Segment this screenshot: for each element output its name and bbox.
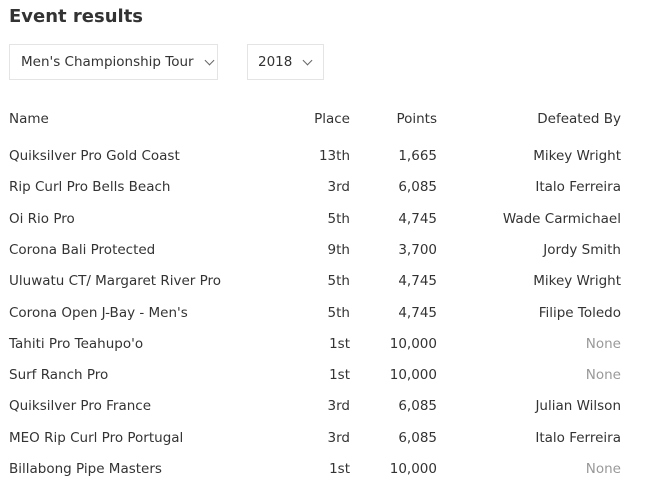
points: 4,745: [398, 273, 437, 290]
event-name: Corona Open J-Bay - Men's: [9, 304, 188, 321]
place: 3rd: [327, 398, 350, 415]
table-row: MEO Rip Curl Pro Portugal 3rd 6,085 Italo F…: [0, 430, 664, 450]
header-points[interactable]: Points: [396, 111, 437, 127]
year-value: 2018: [258, 54, 293, 70]
table-row: Surf Ranch Pro 1st 10,000 None: [0, 367, 664, 387]
table-row: Billabong Pipe Masters 1st 10,000 None: [0, 461, 664, 481]
place: 1st: [329, 367, 350, 384]
event-name: Billabong Pipe Masters: [9, 461, 162, 477]
event-name: MEO Rip Curl Pro Portugal: [9, 429, 184, 446]
points: 1,665: [398, 148, 437, 164]
place: 13th: [318, 148, 350, 164]
place: 3rd: [327, 429, 350, 446]
defeated-by: Italo Ferreira: [535, 179, 621, 196]
tour-value: Men's Championship Tour: [21, 54, 194, 70]
table-row: Tahiti Pro Teahupo'o 1st 10,000 None: [0, 336, 664, 356]
tour-dropdown[interactable]: Men's Championship Tour: [9, 44, 218, 80]
header-place[interactable]: Place: [314, 111, 350, 127]
table-row: Uluwatu CT/ Margaret River Pro 5th 4,745 Mi…: [0, 273, 664, 293]
points: 4,745: [398, 210, 437, 227]
place: 3rd: [327, 179, 350, 196]
defeated-by: Mikey Wright: [533, 148, 621, 164]
points: 6,085: [398, 179, 437, 196]
points: 3,700: [398, 241, 437, 258]
defeated-by: Mikey Wright: [533, 273, 621, 290]
year-dropdown[interactable]: 2018: [247, 44, 324, 80]
points: 10,000: [389, 367, 437, 384]
place: 1st: [329, 335, 350, 352]
event-name: Surf Ranch Pro: [9, 367, 109, 384]
table-row: Quiksilver Pro Gold Coast 13th 1,665 Mikey …: [0, 148, 664, 168]
event-name: Uluwatu CT/ Margaret River Pro: [9, 273, 222, 290]
table-row: Corona Open J-Bay - Men's 5th 4,745 Filipe …: [0, 305, 664, 325]
event-name: Rip Curl Pro Bells Beach: [9, 179, 171, 196]
place: 1st: [329, 461, 350, 477]
points: 10,000: [389, 461, 437, 477]
place: 9th: [327, 241, 350, 258]
event-name: Tahiti Pro Teahupo'o: [9, 335, 144, 352]
defeated-by: None: [585, 335, 621, 352]
table-row: Oi Rio Pro 5th 4,745 Wade Carmichael: [0, 211, 664, 231]
points: 6,085: [398, 429, 437, 446]
defeated-by: None: [585, 461, 621, 477]
points: 10,000: [389, 335, 437, 352]
table-row: Corona Bali Protected 9th 3,700 Jordy Smith: [0, 242, 664, 262]
defeated-by: Italo Ferreira: [535, 429, 621, 446]
table-header: Name Place Points Defeated By: [0, 111, 664, 131]
chevron-down-icon: [302, 55, 313, 65]
points: 6,085: [398, 398, 437, 415]
table-row: Rip Curl Pro Bells Beach 3rd 6,085 Italo Fe…: [0, 179, 664, 199]
page-title: Event results: [9, 6, 144, 27]
header-defeated-by[interactable]: Defeated By: [537, 111, 621, 127]
points: 4,745: [398, 304, 437, 321]
chevron-down-icon: [204, 55, 215, 65]
event-name: Oi Rio Pro: [9, 210, 75, 227]
header-name[interactable]: Name: [9, 111, 49, 127]
table-row: Quiksilver Pro France 3rd 6,085 Julian Wils…: [0, 398, 664, 418]
event-name: Quiksilver Pro France: [9, 398, 152, 415]
defeated-by: Filipe Toledo: [538, 304, 621, 321]
defeated-by: Jordy Smith: [543, 241, 621, 258]
defeated-by: Julian Wilson: [535, 398, 621, 415]
defeated-by: Wade Carmichael: [502, 210, 621, 227]
event-name: Corona Bali Protected: [9, 241, 156, 258]
event-name: Quiksilver Pro Gold Coast: [9, 148, 180, 164]
place: 5th: [327, 210, 350, 227]
defeated-by: None: [585, 367, 621, 384]
place: 5th: [327, 304, 350, 321]
place: 5th: [327, 273, 350, 290]
